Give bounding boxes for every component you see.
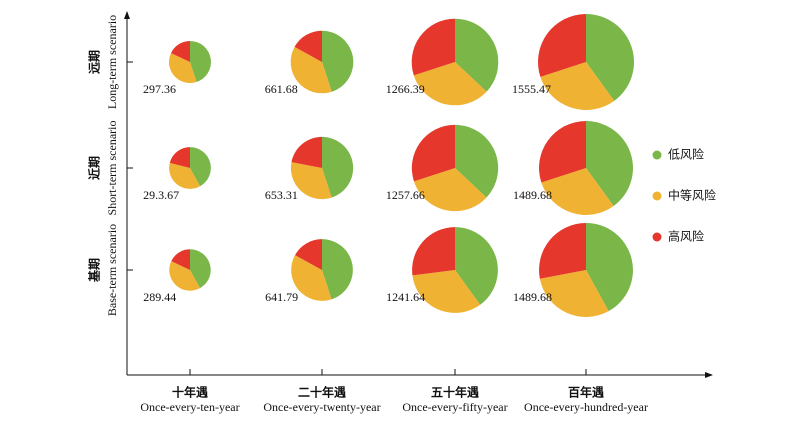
pie-slice <box>291 255 332 301</box>
total-label: 653.31 <box>265 188 298 202</box>
total-label: 1257.66 <box>386 188 425 202</box>
pie-slice <box>171 41 190 62</box>
total-label: 1489.68 <box>513 290 552 304</box>
pie-slice <box>539 121 586 183</box>
pie-slice <box>294 30 322 62</box>
pie-slice <box>190 249 211 289</box>
pie-slice <box>413 62 487 106</box>
pie-slice <box>455 18 499 92</box>
row-label-en: Base-term scenario <box>105 224 119 316</box>
pie-slice <box>290 46 332 94</box>
total-label: 29.3.67 <box>143 188 179 202</box>
legend-label: 高风险 <box>668 229 704 244</box>
col-label-zh: 二十年遇 <box>298 385 346 400</box>
pie-slice <box>169 53 197 83</box>
pie-slice <box>322 239 353 300</box>
pie-slice <box>322 30 354 92</box>
legend-swatch <box>652 150 662 160</box>
pie-slice <box>455 227 498 305</box>
row-label-zh: 远期 <box>87 50 102 74</box>
total-label: 297.36 <box>143 82 176 96</box>
pie-slice <box>538 14 586 77</box>
total-label: 1489.68 <box>513 188 552 202</box>
total-label: 1266.39 <box>386 82 425 96</box>
col-label-en: Once-every-hundred-year <box>524 400 648 414</box>
pie-slice <box>411 124 455 182</box>
pie-slice <box>539 223 586 279</box>
pie-slice <box>586 121 633 207</box>
pie-slice <box>586 14 634 101</box>
pie-slice <box>291 136 322 168</box>
legend-label: 中等风险 <box>668 188 716 203</box>
row-label-zh: 基期 <box>87 258 102 283</box>
total-label: 641.79 <box>265 290 298 304</box>
total-label: 661.68 <box>265 82 298 96</box>
legend-swatch <box>652 191 662 201</box>
total-label: 1241.64 <box>386 290 425 304</box>
row-label-zh: 近期 <box>87 156 102 180</box>
pie-slice <box>169 162 201 189</box>
pie-slice <box>322 136 354 198</box>
total-label: 289.44 <box>143 290 176 304</box>
col-label-en: Once-every-ten-year <box>140 400 239 414</box>
pie-slice <box>169 147 190 168</box>
pie-slice <box>169 261 200 291</box>
pie-slice <box>294 239 322 270</box>
legend-swatch <box>652 232 662 242</box>
legend-label: 低风险 <box>668 147 704 162</box>
pie-slice <box>412 270 481 313</box>
pie-slice <box>411 18 455 76</box>
pie-slice <box>190 147 211 187</box>
row-label-en: Long-term scenario <box>105 15 119 109</box>
pie-slice <box>413 168 487 212</box>
pie-slice <box>190 41 211 82</box>
col-label-zh: 十年遇 <box>172 385 208 400</box>
pie-slice <box>455 124 499 198</box>
col-label-zh: 五十年遇 <box>431 385 479 400</box>
row-label-en: Short-term scenario <box>105 121 119 216</box>
pie-slice <box>586 223 633 312</box>
col-label-zh: 百年遇 <box>568 385 604 400</box>
pie-slice <box>171 249 190 270</box>
pie-slice <box>540 62 615 110</box>
pie-slice <box>541 168 614 215</box>
pie-slice <box>290 162 332 200</box>
pie-slice <box>412 227 455 276</box>
col-label-en: Once-every-fifty-year <box>402 400 507 414</box>
total-label: 1555.47 <box>512 82 551 96</box>
pie-slice <box>539 270 609 317</box>
col-label-en: Once-every-twenty-year <box>263 400 380 414</box>
